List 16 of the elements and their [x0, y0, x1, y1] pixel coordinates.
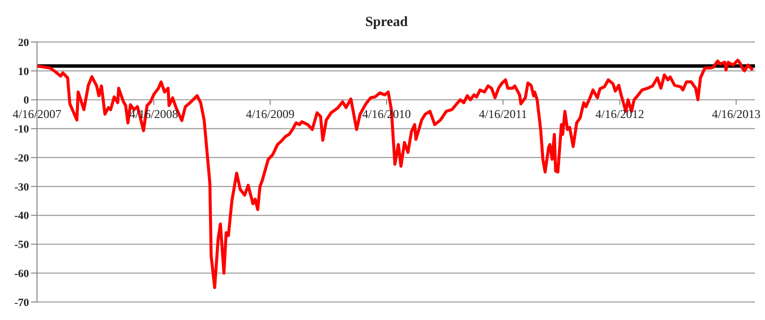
y-tick-label: -70 [14, 296, 30, 309]
y-tick-label: -30 [14, 181, 30, 194]
y-tick-label: 10 [18, 66, 30, 78]
x-tick-label: 4/16/2009 [246, 106, 295, 121]
y-tick-label: -60 [14, 268, 30, 280]
y-tick-label: -10 [14, 124, 30, 136]
y-tick-label: 0 [24, 94, 30, 107]
x-tick-label: 4/16/2012 [595, 106, 644, 121]
y-tick-label: 20 [18, 36, 30, 49]
y-tick-label: -50 [14, 239, 30, 252]
y-tick-label: -20 [14, 152, 30, 164]
chart-title: Spread [365, 15, 408, 30]
x-tick-label: 4/16/2013 [712, 106, 761, 121]
y-tick-label: -40 [14, 210, 30, 222]
x-tick-label: 4/16/2007 [12, 106, 62, 121]
x-tick-label: 4/16/2011 [478, 106, 528, 121]
